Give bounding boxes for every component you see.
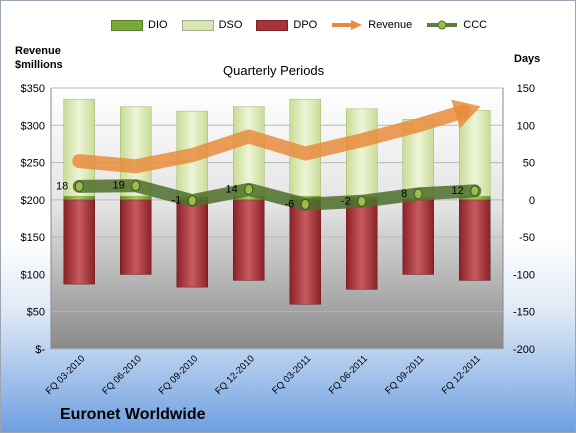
right-tick-label: 150 bbox=[517, 83, 535, 95]
bar-dso bbox=[346, 108, 378, 198]
legend-swatch-dpo bbox=[256, 19, 289, 31]
x-tick-label: FQ 06-2011 bbox=[327, 353, 370, 396]
x-tick-label: FQ 09-2010 bbox=[157, 353, 201, 397]
bars-group bbox=[63, 98, 491, 305]
bar-dpo bbox=[289, 199, 321, 305]
ccc-point bbox=[413, 188, 423, 200]
legend-ccc-icon bbox=[427, 20, 458, 30]
revenue-arrowhead bbox=[451, 99, 481, 129]
bar-dso bbox=[233, 106, 265, 197]
ccc-point bbox=[357, 195, 367, 207]
legend-item-ccc: CCC bbox=[426, 19, 487, 31]
legend-label-dso: DSO bbox=[218, 19, 243, 31]
right-tick-label: 0 bbox=[529, 195, 535, 207]
right-tick-label: -50 bbox=[519, 232, 535, 244]
right-tick-label: -100 bbox=[513, 269, 535, 281]
legend-label-revenue: Revenue bbox=[368, 19, 413, 31]
x-tick-label: FQ 03-2010 bbox=[44, 353, 88, 397]
x-tick-labels: FQ 03-2010 FQ 06-2010 FQ 09-2010 FQ 12-2010… bbox=[44, 353, 483, 397]
ccc-point bbox=[74, 180, 84, 192]
bar-dso bbox=[459, 110, 491, 197]
left-tick-label: $250 bbox=[21, 158, 45, 170]
legend-label-dpo: DPO bbox=[293, 19, 318, 31]
ccc-point bbox=[300, 198, 310, 210]
ccc-point bbox=[470, 185, 480, 197]
ccc-point bbox=[244, 183, 254, 195]
ccc-data-label: -2 bbox=[341, 195, 351, 207]
company-name: Euronet Worldwide bbox=[60, 406, 206, 423]
x-tick-label: FQ 09-2011 bbox=[383, 353, 426, 396]
left-tick-label: $350 bbox=[21, 83, 45, 95]
legend-item-dpo: DPO bbox=[256, 19, 317, 31]
ccc-data-label: 19 bbox=[113, 180, 125, 192]
legend-label-dio: DIO bbox=[148, 19, 168, 31]
bar-dio bbox=[120, 195, 152, 201]
ccc-data-label: 12 bbox=[452, 185, 464, 197]
left-tick-label: $100 bbox=[21, 269, 45, 281]
right-tick-label: 100 bbox=[517, 120, 535, 132]
ccc-line bbox=[72, 179, 482, 211]
bar-dpo bbox=[402, 199, 434, 275]
x-tick-label: FQ 12-2011 bbox=[440, 353, 483, 396]
right-axis-label: Days bbox=[514, 53, 541, 65]
legend-arrow-icon bbox=[332, 20, 363, 30]
bar-dpo bbox=[346, 199, 378, 290]
left-tick-label: $- bbox=[35, 344, 45, 356]
bar-dio bbox=[63, 195, 95, 201]
x-tick-label: FQ 06-2010 bbox=[100, 353, 144, 397]
left-tick-label: $200 bbox=[21, 195, 45, 207]
bar-dpo bbox=[459, 199, 491, 281]
ccc-data-label: 14 bbox=[226, 183, 238, 195]
legend-swatch-dso bbox=[181, 19, 214, 31]
left-axis-label-line1: Revenue bbox=[15, 45, 61, 57]
ccc-point bbox=[131, 180, 141, 192]
ccc-data-label: 18 bbox=[56, 180, 68, 192]
ccc-data-label: 8 bbox=[401, 188, 407, 200]
lines-group bbox=[72, 99, 482, 211]
legend-item-revenue: Revenue bbox=[331, 19, 412, 31]
left-tick-label: $300 bbox=[21, 120, 45, 132]
legend: DIO DSO DPO Revenue CCC bbox=[111, 17, 501, 33]
bar-dpo bbox=[233, 199, 265, 281]
left-tick-label: $50 bbox=[27, 307, 45, 319]
legend-swatch-dio bbox=[111, 19, 143, 31]
bar-dpo bbox=[176, 199, 208, 288]
bar-dpo bbox=[63, 199, 95, 285]
x-tick-label: FQ 03-2011 bbox=[270, 353, 313, 396]
right-tick-label: 50 bbox=[523, 158, 535, 170]
legend-item-dio: DIO bbox=[111, 19, 168, 31]
right-tick-label: -200 bbox=[513, 344, 535, 356]
bar-dpo bbox=[120, 199, 152, 275]
chart-title: Quarterly Periods bbox=[223, 63, 325, 78]
x-tick-label: FQ 12-2010 bbox=[213, 353, 257, 397]
legend-label-ccc: CCC bbox=[463, 19, 488, 31]
points-group: 18 19 -1 14 -6 -2 8 12 bbox=[56, 180, 480, 210]
right-tick-label: -150 bbox=[513, 307, 535, 319]
ccc-data-label: -1 bbox=[171, 195, 181, 207]
revenue-line bbox=[72, 104, 471, 174]
ccc-data-label: -6 bbox=[284, 198, 294, 210]
left-axis-label-line2: $millions bbox=[15, 59, 63, 71]
ccc-point bbox=[187, 195, 197, 207]
left-tick-label: $150 bbox=[21, 232, 45, 244]
legend-item-dso: DSO bbox=[181, 19, 243, 31]
